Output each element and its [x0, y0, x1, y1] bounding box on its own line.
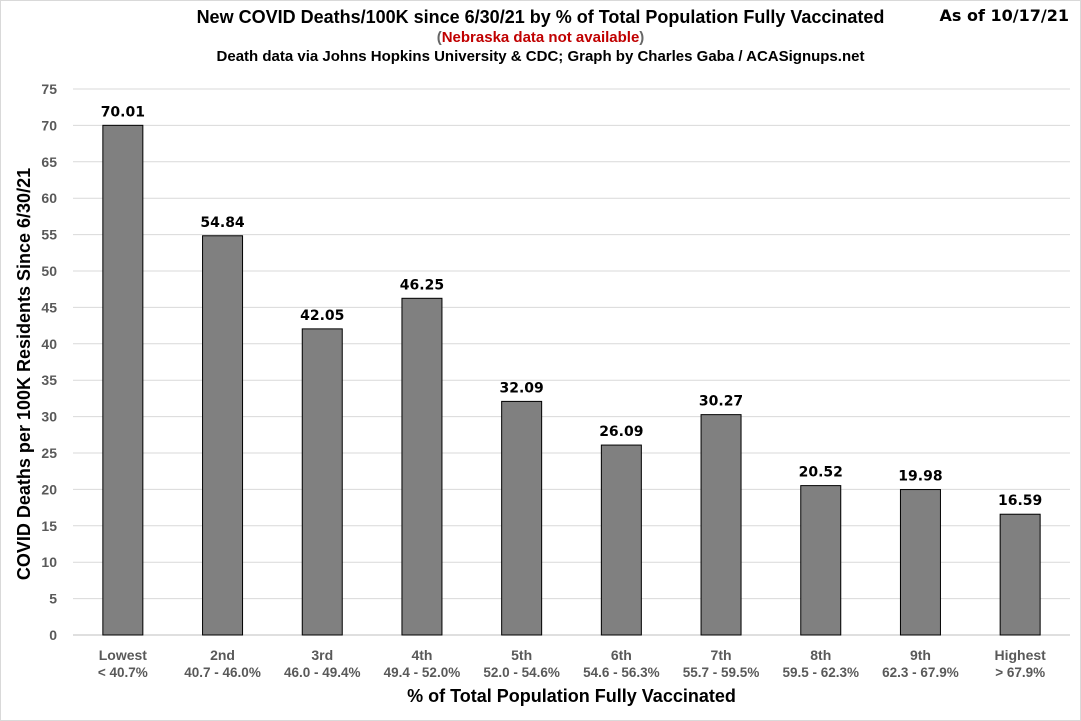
y-tick-label: 45 — [41, 299, 57, 315]
bar — [202, 235, 244, 636]
x-tick-range-label: < 40.7% — [98, 665, 148, 680]
as-of-date: As of 10/17/21 — [939, 6, 1069, 25]
bar-value-label: 46.25 — [400, 277, 444, 293]
bar-value-label: 30.27 — [699, 394, 743, 410]
nebraska-note: Nebraska data not available — [441, 29, 640, 46]
chart-subtitle: Death data via Johns Hopkins University … — [216, 48, 865, 65]
bar-value-label: 42.05 — [300, 308, 344, 324]
x-tick-label: 3rd — [311, 647, 333, 663]
x-tick-label: 5th — [511, 647, 532, 663]
x-tick-range-label: 46.0 - 49.4% — [284, 665, 361, 680]
chart-title-block: New COVID Deaths/100K since 6/30/21 by %… — [0, 6, 1081, 67]
bar — [899, 489, 941, 636]
x-tick-label: 6th — [611, 647, 632, 663]
y-tick-label: 0 — [49, 627, 57, 643]
y-tick-label: 50 — [41, 263, 57, 279]
chart-note: (Nebraska data not available) — [0, 28, 1081, 47]
y-tick-label: 25 — [41, 445, 57, 461]
y-tick-label: 15 — [41, 518, 57, 534]
x-tick-label: 9th — [910, 647, 931, 663]
y-tick-label: 40 — [41, 336, 57, 352]
bar-value-label: 19.98 — [898, 469, 942, 485]
x-tick-range-label: 49.4 - 52.0% — [384, 665, 461, 680]
bar — [401, 297, 443, 636]
x-tick-range-label: > 67.9% — [995, 665, 1045, 680]
bar — [301, 328, 343, 636]
x-tick-range-label: 52.0 - 54.6% — [483, 665, 560, 680]
bar — [102, 124, 144, 636]
x-tick-range-label: 59.5 - 62.3% — [782, 665, 859, 680]
y-tick-label: 75 — [41, 81, 57, 97]
bar — [800, 485, 842, 636]
y-tick-label: 65 — [41, 154, 57, 170]
x-tick-label: 7th — [711, 647, 732, 663]
chart-title: New COVID Deaths/100K since 6/30/21 by %… — [196, 7, 885, 27]
bar-value-label: 70.01 — [101, 104, 145, 120]
y-tick-label: 20 — [41, 481, 57, 497]
x-tick-label: 8th — [810, 647, 831, 663]
bar-value-label: 20.52 — [799, 465, 843, 481]
x-tick-range-label: 62.3 - 67.9% — [882, 665, 959, 680]
bar — [700, 414, 742, 636]
y-tick-label: 70 — [41, 117, 57, 133]
x-axis-title: % of Total Population Fully Vaccinated — [407, 686, 736, 706]
y-tick-label: 5 — [49, 591, 57, 607]
bar — [600, 444, 642, 636]
y-tick-label: 35 — [41, 372, 57, 388]
y-tick-label: 55 — [41, 227, 57, 243]
bar-value-label: 26.09 — [599, 424, 643, 440]
y-tick-label: 60 — [41, 190, 57, 206]
note-paren-close: ) — [639, 29, 645, 46]
y-tick-label: 30 — [41, 409, 57, 425]
x-tick-label: Highest — [994, 647, 1046, 663]
bar-value-label: 32.09 — [500, 380, 544, 396]
x-tick-label: Lowest — [99, 647, 148, 663]
y-tick-label: 10 — [41, 554, 57, 570]
y-axis-title: COVID Deaths per 100K Residents Since 6/… — [14, 168, 34, 580]
x-tick-range-label: 55.7 - 59.5% — [683, 665, 760, 680]
x-tick-label: 2nd — [210, 647, 235, 663]
x-tick-label: 4th — [411, 647, 432, 663]
x-tick-range-label: 40.7 - 46.0% — [184, 665, 261, 680]
bar — [501, 400, 543, 636]
x-tick-range-label: 54.6 - 56.3% — [583, 665, 660, 680]
bar-value-label: 16.59 — [998, 493, 1042, 509]
note-paren-open: ( — [436, 29, 442, 46]
bar — [999, 513, 1041, 636]
bar-value-label: 54.84 — [200, 215, 245, 231]
